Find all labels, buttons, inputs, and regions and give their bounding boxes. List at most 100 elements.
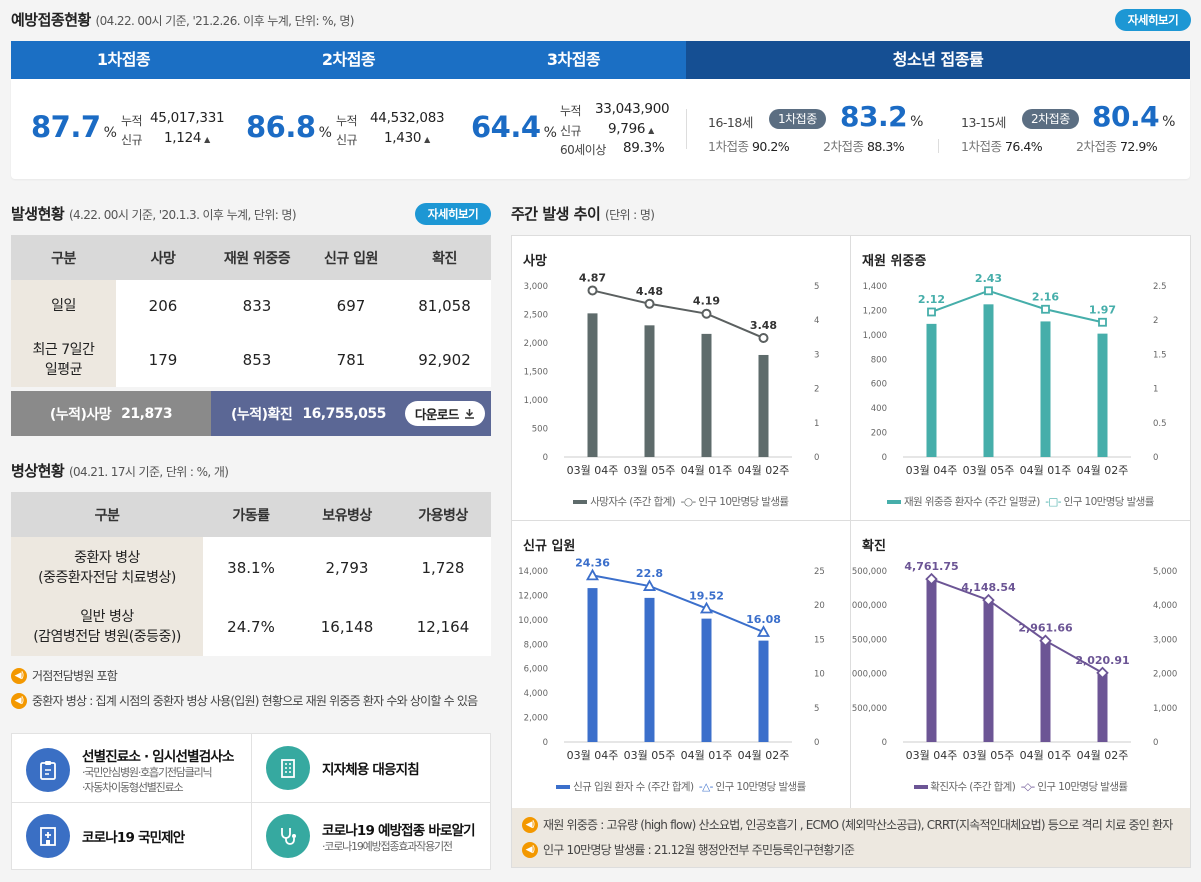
teen1-d1-value: 90.2% — [751, 139, 790, 154]
y2-tick-label: 10 — [814, 670, 825, 680]
cumulative-confirmed-value: 16,755,055 — [302, 405, 386, 422]
cumulative-death: (누적)사망 21,873 — [11, 391, 211, 436]
line-point — [644, 298, 655, 309]
line-point — [1039, 634, 1052, 647]
y2-tick-label: 5,000 — [1153, 567, 1177, 577]
dose1-new-value: 1,124 — [164, 130, 202, 146]
quick-link-title: 지자체용 대응지침 — [322, 762, 420, 778]
table-cell: 206 — [148, 297, 178, 315]
dose1-new-label: 신규 — [121, 133, 143, 147]
teen2-percent-unit: % — [1162, 114, 1175, 130]
quick-link-vaccine-info[interactable]: 코로나19 예방접종 바로알기 ·코로나19예방접종효과작용기전 — [266, 813, 476, 859]
y-tick-label: 14,000 — [518, 567, 548, 577]
y-tick-label: 1,000 — [863, 331, 887, 341]
tab-dose1[interactable]: 1차접종 — [11, 41, 236, 79]
stethoscope-icon — [266, 814, 310, 858]
y-tick-label: 400 — [871, 404, 887, 414]
download-button[interactable]: 다운로드 — [404, 401, 485, 426]
weekly-title-text: 주간 발생 추이 — [511, 205, 601, 223]
chart-legend: 재원 위중증 환자수 (주간 일평균) -□- 인구 10만명당 발생률 — [851, 494, 1190, 509]
dose1-percent: 87.7% — [31, 110, 117, 144]
line-point — [925, 572, 938, 586]
vaccination-detail-button[interactable]: 자세히보기 — [1115, 9, 1191, 31]
chart-title: 재원 위중증 — [862, 254, 927, 269]
data-label: 3.48 — [750, 319, 777, 332]
vaccination-panel: 87.7% 누적 45,017,331 신규 1,124 ▲ 86.8% 누적 4… — [11, 79, 1190, 179]
chart-title: 확진 — [862, 539, 886, 554]
cumulative-death-label: (누적)사망 — [49, 406, 112, 423]
y2-tick-label: 3 — [814, 350, 819, 360]
dose1-cum-label: 누적 — [121, 114, 143, 128]
quick-link-proposal[interactable]: 코로나19 국민제안 — [26, 813, 185, 859]
weekly-charts: 사망 0 500 1,000 1,500 2,000 2,500 3,000 0 1 2 3 4 5 03… — [511, 235, 1191, 808]
series-line — [592, 289, 764, 339]
dose2-cum-value: 44,532,083 — [370, 110, 445, 126]
legend-bar-label: 사망자수 (주간 합계) — [590, 496, 676, 508]
bar — [758, 640, 769, 742]
y-tick-label: 6,000 — [524, 665, 548, 675]
dose3-percent-value: 64.4 — [471, 110, 541, 144]
table-cell: 179 — [148, 350, 178, 369]
beds-note: ◀) 중환자 병상 : 집계 시점의 중환자 병상 사용(입원) 현황으로 재원 … — [11, 692, 478, 709]
chart-legend: 확진자수 (주간 합계) -◇- 인구 10만명당 발생률 — [851, 779, 1190, 794]
x-tick-label: 04월 02주 — [1077, 464, 1129, 477]
tab-teen[interactable]: 청소년 접종률 — [686, 41, 1190, 79]
y2-tick-label: 0 — [814, 453, 819, 463]
column-header: 가용병상 — [395, 492, 491, 537]
teen1-age: 16-18세 — [708, 115, 753, 130]
bar — [701, 618, 712, 742]
quick-link-sub: ·국민안심병원·호흡기전담클리닉 — [82, 766, 213, 779]
tab-dose3[interactable]: 3차접종 — [461, 41, 686, 79]
data-label: 16.08 — [746, 613, 781, 626]
y2-tick-label: 5 — [814, 704, 819, 714]
data-label: 24.36 — [575, 556, 610, 569]
row-label: 일반 병상 (감염병전담 병원(중등중)) — [11, 598, 203, 656]
data-label: 2.43 — [975, 272, 1002, 285]
chart-title: 사망 — [523, 254, 547, 269]
speaker-icon: ◀) — [11, 667, 27, 684]
line-point — [758, 332, 769, 343]
legend-line-label: 인구 10만명당 발생률 — [1063, 496, 1155, 508]
teen2-age: 13-15세 — [961, 115, 1006, 130]
chart-panel-confirmed: 확진 0 500,000 1,000,000 1,500,000 2,000,000 2,… — [851, 521, 1190, 808]
table-cell: 697 — [336, 297, 366, 315]
column-header: 재원 위중증 — [210, 235, 304, 280]
y2-tick-label: 1.5 — [1153, 350, 1167, 360]
y2-tick-label: 0.5 — [1153, 419, 1167, 429]
clipboard-icon — [26, 748, 70, 792]
data-label: 22.8 — [636, 567, 663, 580]
tab-dose2[interactable]: 2차접종 — [236, 41, 461, 79]
y2-tick-label: 1 — [814, 419, 819, 429]
column-header: 가동률 — [203, 492, 299, 537]
column-header: 보유병상 — [299, 492, 395, 537]
teen2-d1-label: 1차접종 — [961, 139, 1002, 154]
bar — [758, 354, 769, 457]
beds-note-text: 중환자 병상 : 집계 시점의 중환자 병상 사용(입원) 현황으로 재원 위중… — [32, 694, 478, 708]
quick-link-guidelines[interactable]: 지자체용 대응지침 — [266, 745, 420, 791]
chart-critical: 0 200 400 600 800 1,000 1,200 1,400 0 0.5 1 1.5 2 2.5… — [863, 272, 1167, 477]
legend-bar-swatch — [556, 785, 571, 789]
teen2-d2-label: 2차접종 — [1076, 139, 1117, 154]
occurrence-detail-button[interactable]: 자세히보기 — [415, 203, 491, 225]
x-tick-label: 03월 04주 — [906, 749, 958, 762]
y-tick-label: 500,000 — [852, 704, 887, 714]
x-tick-label: 03월 04주 — [567, 749, 619, 762]
data-label: 4,761.75 — [904, 560, 958, 573]
quick-link-screening[interactable]: 선별진료소 · 임시선별검사소 ·국민안심병원·호흡기전담클리닉 ·자동차이동형… — [26, 745, 234, 795]
table-cell: 92,902 — [418, 350, 471, 369]
chart-title: 신규 입원 — [523, 539, 576, 554]
teen2-d2: 2차접종 72.9% — [1076, 136, 1158, 155]
quick-link-title: 코로나19 예방접종 바로알기 — [322, 822, 476, 839]
quick-link-title: 선별진료소 · 임시선별검사소 — [82, 749, 234, 765]
line-point — [642, 579, 657, 591]
occurrence-title-text: 발생현황 — [11, 205, 65, 223]
legend-line-label: 인구 10만명당 발생률 — [1037, 781, 1128, 793]
y-tick-label: 500 — [532, 425, 548, 435]
y-tick-label: 1,000 — [524, 396, 548, 406]
speaker-icon: ◀) — [522, 841, 538, 858]
data-label: 2.12 — [918, 293, 945, 306]
table-cell: 2,793 — [325, 558, 369, 577]
dose2-new-label: 신규 — [336, 133, 358, 147]
occurrence-table: 구분 사망 재원 위중증 신규 입원 확진 일일 206 833 697 81,… — [11, 235, 491, 387]
table-cell: 81,058 — [418, 297, 471, 315]
